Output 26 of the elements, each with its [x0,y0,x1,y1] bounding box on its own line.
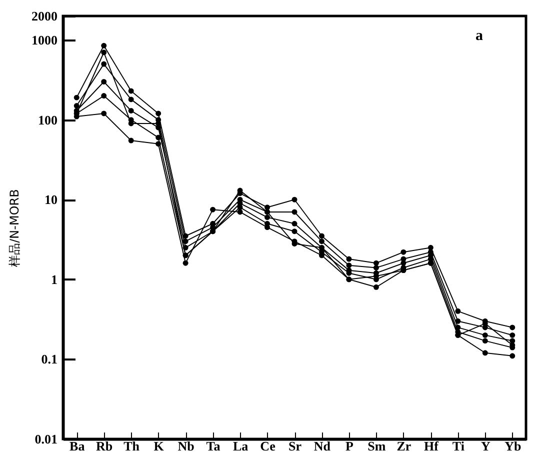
x-tick-label: P [345,438,354,454]
x-tick-label: Th [124,438,140,454]
y-tick-label: 1000 [32,32,58,48]
y-tick-label: 2000 [32,8,58,24]
y-axis-title: 样品/N-MORB [8,189,22,267]
x-tick-label: K [154,438,165,454]
x-tick-label: Nb [178,438,194,454]
x-tick-label: Hf [424,438,440,454]
y-tick-label: 10 [44,192,58,208]
y-tick-label: 1 [51,272,58,287]
x-tick-label: La [232,438,249,454]
x-tick-label: Yb [504,438,522,454]
annotation: a [476,28,484,44]
x-tick-label: Ba [70,438,86,454]
y-tick-label: 0.01 [34,432,58,446]
y-tick-label: 100 [38,112,58,128]
x-tick-label: Nd [314,438,332,454]
x-tick-label: Ce [260,438,276,454]
x-tick-label: Rb [96,438,113,454]
y-tick-label: 0.1 [41,352,58,367]
x-tick-label: Sr [288,438,302,454]
x-tick-label: Y [480,438,491,454]
x-tick-label: Ta [206,438,221,454]
x-tick-label: Sm [368,438,386,454]
x-tick-label: Zr [396,438,412,454]
x-tick-label: Ti [452,438,465,454]
